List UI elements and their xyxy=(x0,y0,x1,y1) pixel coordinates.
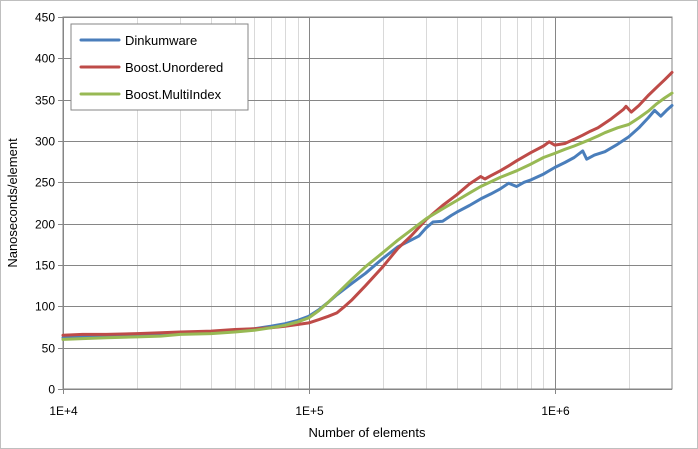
x-tick-label: 1E+4 xyxy=(49,404,78,418)
legend-label: Boost.MultiIndex xyxy=(125,87,222,102)
series-lines xyxy=(61,70,674,341)
y-tick-label: 350 xyxy=(35,94,55,108)
y-tick-label: 50 xyxy=(42,342,56,356)
legend-label: Boost.Unordered xyxy=(125,60,223,75)
y-tick-label: 0 xyxy=(48,383,55,397)
y-tick-label: 200 xyxy=(35,218,55,232)
y-tick-label: 400 xyxy=(35,52,55,66)
legend-items: Dinkumware Boost.Unordered Boost.MultiInde… xyxy=(79,33,223,102)
x-tick-label: 1E+6 xyxy=(541,404,570,418)
y-axis-ticks: 0 50 100 150 200 250 300 350 400 450 xyxy=(35,11,63,397)
y-tick-label: 100 xyxy=(35,300,55,314)
legend: Dinkumware Boost.Unordered Boost.MultiInde… xyxy=(70,23,249,111)
y-tick-label: 300 xyxy=(35,135,55,149)
y-tick-label: 150 xyxy=(35,259,55,273)
y-tick-label: 450 xyxy=(35,11,55,25)
x-axis-title: Number of elements xyxy=(308,425,426,440)
plot-area-border xyxy=(62,16,673,390)
legend-label: Dinkumware xyxy=(125,33,197,48)
series-line-boost-multiindex xyxy=(61,91,674,341)
x-tick-label: 1E+5 xyxy=(295,404,324,418)
x-axis-ticks: 1E+4 1E+5 1E+6 xyxy=(49,389,570,418)
y-axis-title: Nanoseconds/element xyxy=(5,138,20,268)
y-tick-label: 250 xyxy=(35,176,55,190)
